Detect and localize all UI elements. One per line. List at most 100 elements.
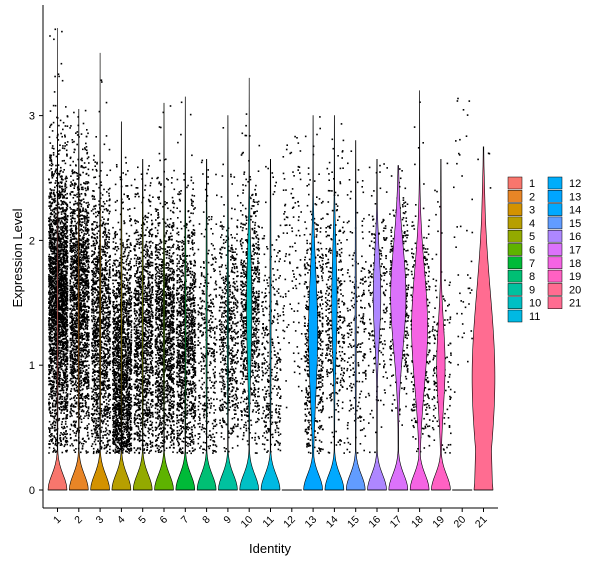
data-point <box>81 339 83 341</box>
data-point <box>109 276 112 279</box>
data-point <box>80 442 83 445</box>
data-point <box>49 402 51 404</box>
data-point <box>86 424 89 427</box>
data-point <box>57 371 60 373</box>
data-point <box>65 284 67 286</box>
data-point <box>60 440 62 442</box>
data-point <box>77 389 79 391</box>
data-point <box>87 243 89 246</box>
data-point <box>54 393 56 395</box>
data-point <box>61 288 64 291</box>
data-point <box>66 393 69 395</box>
data-point <box>107 396 109 399</box>
data-point <box>84 380 86 383</box>
data-point <box>64 372 66 374</box>
data-point <box>60 261 62 263</box>
data-point <box>83 296 85 298</box>
data-point <box>84 278 87 280</box>
data-point <box>60 326 63 328</box>
data-point <box>86 274 89 276</box>
data-point <box>59 343 62 345</box>
data-point <box>55 304 58 306</box>
data-point <box>86 318 88 321</box>
data-point <box>82 388 84 390</box>
data-point <box>98 367 100 369</box>
data-point <box>61 385 63 387</box>
data-point <box>87 270 90 272</box>
data-point <box>86 182 88 185</box>
data-point <box>72 281 75 284</box>
data-point <box>100 248 102 251</box>
data-point <box>66 346 68 348</box>
data-point <box>96 385 99 388</box>
data-point <box>49 204 52 207</box>
data-point <box>62 369 64 372</box>
data-point <box>107 306 110 308</box>
data-point <box>93 326 95 329</box>
data-point <box>51 273 54 276</box>
data-point <box>53 173 56 175</box>
data-point <box>57 182 60 185</box>
data-point <box>63 223 66 226</box>
data-point <box>76 363 79 365</box>
data-point <box>51 257 54 259</box>
data-point <box>71 267 73 269</box>
data-point <box>62 437 65 439</box>
data-point <box>71 369 74 372</box>
data-point <box>64 274 66 277</box>
data-point <box>87 181 89 183</box>
data-point <box>51 202 53 205</box>
data-point <box>50 298 53 300</box>
data-point <box>54 232 56 235</box>
data-point <box>66 257 68 260</box>
data-point <box>85 228 88 231</box>
data-point <box>56 172 58 175</box>
data-point <box>103 409 105 412</box>
data-point <box>74 390 77 392</box>
data-point <box>60 220 63 222</box>
data-point <box>54 415 56 417</box>
data-point <box>62 389 65 392</box>
data-point <box>53 287 55 290</box>
data-point <box>60 382 63 384</box>
data-point <box>72 271 75 274</box>
data-point <box>57 73 60 75</box>
data-point <box>86 387 88 390</box>
data-point <box>55 379 58 382</box>
data-point <box>74 277 77 279</box>
data-point <box>94 315 97 318</box>
data-point <box>60 365 63 368</box>
data-point <box>73 246 75 249</box>
data-point <box>73 171 76 174</box>
data-point <box>65 208 68 211</box>
data-point <box>107 356 109 359</box>
data-point <box>62 342 64 345</box>
data-point <box>86 326 88 329</box>
data-point <box>94 247 96 249</box>
data-point <box>59 408 61 411</box>
data-point <box>73 237 76 239</box>
data-point <box>55 402 57 405</box>
data-point <box>96 328 98 331</box>
data-point <box>48 366 51 368</box>
data-point <box>85 405 87 408</box>
data-point <box>85 275 88 278</box>
data-point <box>86 151 89 154</box>
data-point <box>65 217 67 219</box>
data-point <box>59 402 62 405</box>
data-point <box>54 300 56 303</box>
data-point <box>77 295 79 297</box>
data-point <box>94 287 96 289</box>
data-point <box>87 333 90 335</box>
data-point <box>81 281 84 283</box>
data-point <box>63 224 65 227</box>
data-point <box>48 253 51 256</box>
data-point <box>59 364 62 367</box>
data-point <box>62 241 64 244</box>
data-point <box>81 157 83 160</box>
data-point <box>81 188 83 191</box>
data-point <box>61 396 64 398</box>
data-point <box>60 432 62 434</box>
data-point <box>59 336 61 338</box>
